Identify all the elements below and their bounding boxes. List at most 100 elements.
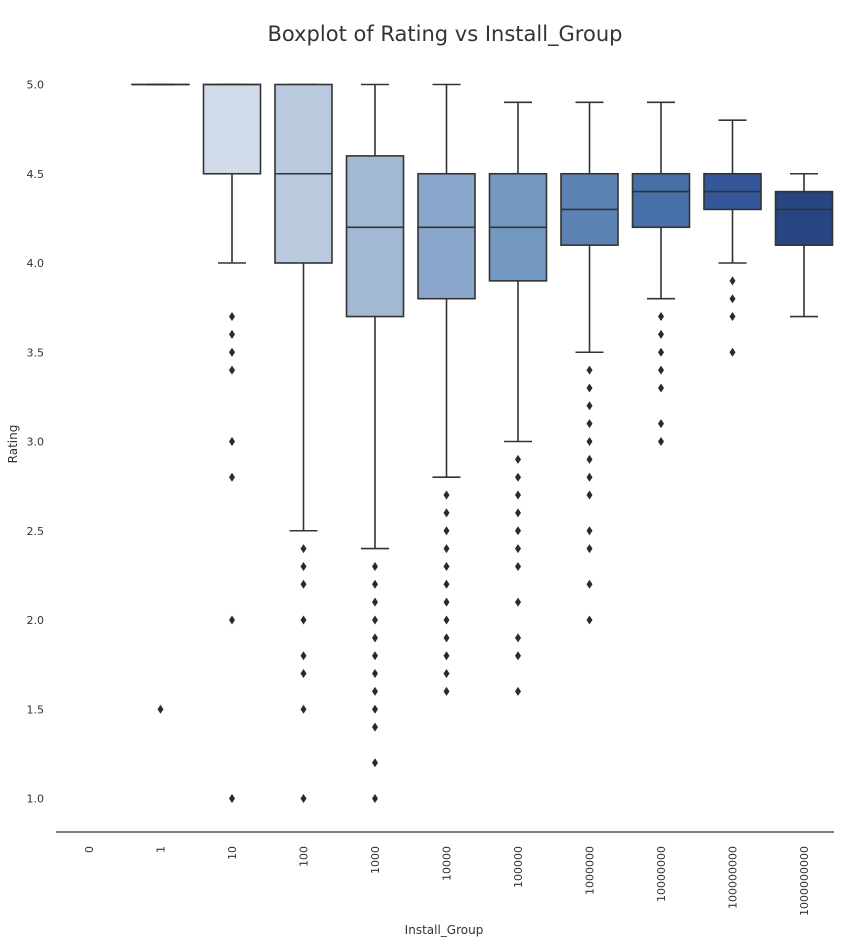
outlier-9-2 <box>730 312 736 321</box>
outlier-7-4 <box>587 437 593 446</box>
outlier-5-10 <box>444 669 450 678</box>
outlier-4-11 <box>372 794 378 803</box>
outlier-2-5 <box>229 473 235 482</box>
outlier-4-9 <box>372 723 378 732</box>
outlier-8-0 <box>658 312 664 321</box>
outlier-2-2 <box>229 348 235 357</box>
outlier-1-0 <box>158 705 164 714</box>
outlier-4-3 <box>372 616 378 625</box>
y-tick-label-2: 2.0 <box>27 614 45 627</box>
box-group-9 <box>704 120 761 357</box>
outlier-3-2 <box>301 580 307 589</box>
outlier-8-4 <box>658 383 664 392</box>
outlier-5-4 <box>444 562 450 571</box>
y-tick-label-4: 3.0 <box>27 436 45 449</box>
outlier-2-4 <box>229 437 235 446</box>
outlier-2-0 <box>229 312 235 321</box>
outlier-3-5 <box>301 669 307 678</box>
outlier-6-6 <box>515 562 521 571</box>
box-group-5 <box>418 85 475 696</box>
y-tick-label-0: 1.0 <box>27 793 45 806</box>
outlier-3-1 <box>301 562 307 571</box>
box-group-10 <box>776 174 833 317</box>
outlier-7-5 <box>587 455 593 464</box>
outlier-6-3 <box>515 508 521 517</box>
outlier-9-1 <box>730 294 736 303</box>
outlier-5-5 <box>444 580 450 589</box>
outlier-9-0 <box>730 276 736 285</box>
outlier-4-0 <box>372 562 378 571</box>
outlier-6-7 <box>515 598 521 607</box>
outlier-7-11 <box>587 616 593 625</box>
x-tick-label-1: 1 <box>155 846 168 853</box>
outlier-7-2 <box>587 401 593 410</box>
box-group-1 <box>132 85 189 714</box>
chart-title: Boxplot of Rating vs Install_Group <box>268 22 623 47</box>
outlier-9-3 <box>730 348 736 357</box>
outlier-4-4 <box>372 633 378 642</box>
box-group-6 <box>490 102 547 696</box>
outlier-4-5 <box>372 651 378 660</box>
outlier-5-8 <box>444 633 450 642</box>
outlier-5-6 <box>444 598 450 607</box>
y-tick-label-1: 1.5 <box>27 703 45 716</box>
outlier-7-3 <box>587 419 593 428</box>
box-group-8 <box>633 102 690 446</box>
outlier-4-8 <box>372 705 378 714</box>
outlier-2-1 <box>229 330 235 339</box>
outlier-6-2 <box>515 491 521 500</box>
outlier-7-1 <box>587 383 593 392</box>
outlier-6-4 <box>515 526 521 535</box>
outlier-5-2 <box>444 526 450 535</box>
outlier-8-5 <box>658 419 664 428</box>
outlier-7-10 <box>587 580 593 589</box>
box-10 <box>776 192 833 246</box>
outlier-8-1 <box>658 330 664 339</box>
outlier-6-5 <box>515 544 521 553</box>
outlier-4-1 <box>372 580 378 589</box>
x-tick-label-10: 1000000000 <box>798 846 811 916</box>
outlier-5-7 <box>444 616 450 625</box>
x-tick-label-5: 10000 <box>441 846 454 881</box>
box-group-2 <box>204 85 261 804</box>
x-tick-label-4: 1000 <box>369 846 382 874</box>
outlier-2-3 <box>229 366 235 375</box>
outlier-6-1 <box>515 473 521 482</box>
outlier-3-7 <box>301 794 307 803</box>
x-tick-label-7: 1000000 <box>584 846 597 895</box>
box-group-3 <box>275 85 332 804</box>
outlier-3-3 <box>301 616 307 625</box>
x-tick-label-0: 0 <box>83 846 96 853</box>
outlier-8-3 <box>658 366 664 375</box>
outlier-4-2 <box>372 598 378 607</box>
box-group-7 <box>561 102 618 624</box>
outlier-6-0 <box>515 455 521 464</box>
outlier-5-3 <box>444 544 450 553</box>
boxes-layer <box>132 85 833 804</box>
box-8 <box>633 174 690 228</box>
y-tick-labels: 1.01.52.02.53.03.54.04.55.0 <box>27 79 45 806</box>
y-tick-label-5: 3.5 <box>27 346 45 359</box>
outlier-6-9 <box>515 651 521 660</box>
x-tick-label-8: 10000000 <box>655 846 668 902</box>
y-tick-label-6: 4.0 <box>27 257 45 270</box>
outlier-3-0 <box>301 544 307 553</box>
outlier-8-6 <box>658 437 664 446</box>
x-tick-label-6: 100000 <box>512 846 525 888</box>
outlier-4-6 <box>372 669 378 678</box>
box-2 <box>204 85 261 174</box>
x-axis-label: Install_Group <box>405 923 484 937</box>
y-axis-label: Rating <box>6 425 20 464</box>
y-tick-label-3: 2.5 <box>27 525 45 538</box>
outlier-7-9 <box>587 544 593 553</box>
outlier-5-9 <box>444 651 450 660</box>
outlier-3-6 <box>301 705 307 714</box>
outlier-8-2 <box>658 348 664 357</box>
outlier-5-11 <box>444 687 450 696</box>
outlier-2-7 <box>229 794 235 803</box>
outlier-3-4 <box>301 651 307 660</box>
outlier-5-0 <box>444 491 450 500</box>
outlier-2-6 <box>229 616 235 625</box>
outlier-4-7 <box>372 687 378 696</box>
